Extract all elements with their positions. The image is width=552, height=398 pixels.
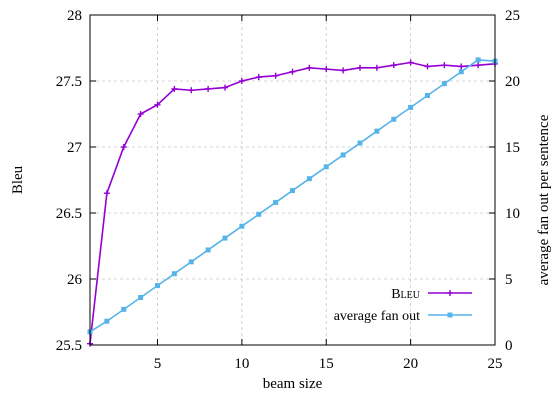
legend-label-0: Bleu xyxy=(391,287,421,302)
data-point xyxy=(137,111,144,117)
y-left-axis-label: Bleu xyxy=(10,165,26,194)
data-point xyxy=(407,59,414,66)
data-point xyxy=(357,140,363,146)
x-tick-label: 15 xyxy=(319,356,334,372)
legend-marker xyxy=(447,312,453,318)
y-right-tick-label: 5 xyxy=(505,272,513,288)
y-right-tick-label: 25 xyxy=(505,8,520,24)
data-point xyxy=(306,176,312,182)
axis-labels: beam size Bleu average fan out per sentenc… xyxy=(10,114,552,392)
data-point xyxy=(188,259,194,265)
x-axis-label: beam size xyxy=(263,376,323,392)
y-left-tick-label: 25.5 xyxy=(56,338,82,354)
data-point xyxy=(289,68,296,75)
x-tick-label: 25 xyxy=(488,356,503,372)
y-right-tick-label: 20 xyxy=(505,74,520,90)
y-right-tick-label: 15 xyxy=(505,140,520,156)
plot-frame xyxy=(89,14,496,346)
y-left-tick-label: 28 xyxy=(67,8,82,24)
y-left-tick-label: 26.5 xyxy=(56,206,82,222)
y-right-tick-label: 0 xyxy=(505,338,513,354)
ticks: 5 10 15 20 25 25.5 26 26.5 27 27.5 28 0 5 10 15 20 25 xyxy=(56,8,520,372)
data-point xyxy=(120,144,127,150)
data-point xyxy=(340,152,346,158)
data-point xyxy=(374,128,380,134)
data-point xyxy=(475,57,481,63)
x-tick-label: 20 xyxy=(403,356,418,372)
data-point xyxy=(205,247,211,253)
data-point xyxy=(171,271,177,277)
data-point xyxy=(323,66,330,73)
y-right-axis-label: average fan out per sentence xyxy=(536,114,552,285)
data-point xyxy=(155,283,160,289)
data-point xyxy=(138,294,144,300)
data-point xyxy=(323,164,329,170)
data-point xyxy=(238,78,245,84)
data-point xyxy=(222,84,228,91)
data-point xyxy=(390,62,397,69)
data-point xyxy=(103,190,110,197)
data-point xyxy=(306,64,313,71)
data-point xyxy=(154,101,161,108)
y-left-tick-label: 27 xyxy=(67,140,83,156)
data-point xyxy=(205,85,212,92)
y-right-tick-label: 10 xyxy=(505,206,520,222)
data-point xyxy=(222,235,228,241)
data-point xyxy=(255,74,262,81)
legend: Bleu average fan out xyxy=(334,287,472,324)
data-point xyxy=(357,64,363,71)
x-tick-label: 5 xyxy=(154,356,162,372)
series-layer xyxy=(87,57,498,347)
data-point xyxy=(391,116,397,122)
grid xyxy=(90,15,495,345)
series-line-1 xyxy=(89,59,496,333)
data-point xyxy=(272,72,279,79)
y-left-tick-label: 27.5 xyxy=(56,74,82,90)
data-point xyxy=(425,93,430,99)
data-point xyxy=(171,85,178,92)
data-point xyxy=(290,188,295,194)
data-point xyxy=(424,63,431,70)
legend-label-1: average fan out xyxy=(334,309,420,324)
data-point xyxy=(441,81,447,87)
series-line-0 xyxy=(89,61,496,344)
data-point xyxy=(458,69,464,75)
data-point xyxy=(121,306,127,312)
data-point xyxy=(188,87,195,94)
data-point xyxy=(373,64,380,71)
data-point xyxy=(458,63,465,70)
x-tick-label: 10 xyxy=(234,356,249,372)
data-point xyxy=(475,62,482,69)
data-point xyxy=(441,62,448,69)
data-point xyxy=(408,104,414,110)
data-point xyxy=(340,67,347,74)
data-point xyxy=(273,199,279,205)
data-point xyxy=(256,211,262,217)
data-point xyxy=(104,318,110,324)
y-left-tick-label: 26 xyxy=(67,272,83,288)
data-point xyxy=(239,223,245,229)
